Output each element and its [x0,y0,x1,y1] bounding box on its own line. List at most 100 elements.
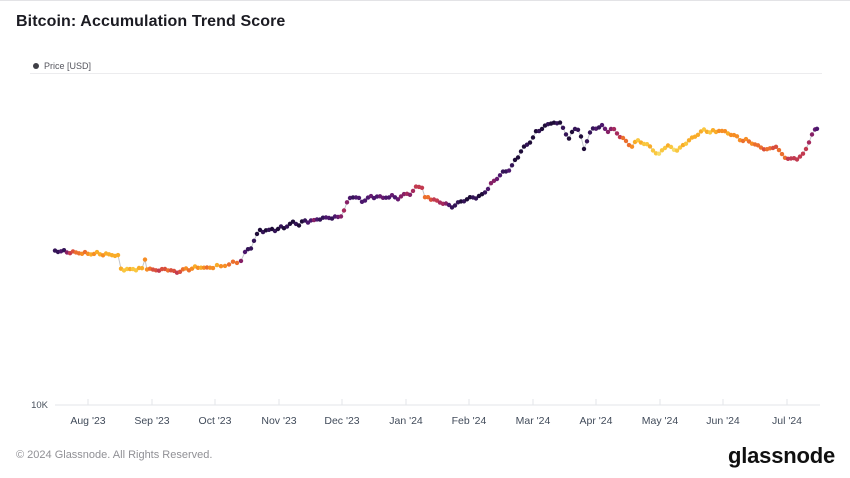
price-dot [668,144,674,150]
price-dot [395,197,401,202]
price-dot [539,126,545,132]
price-dot [611,126,617,132]
price-dot [189,266,195,271]
price-dot [605,129,611,135]
price-dot [275,226,281,232]
chart-title: Bitcoin: Accumulation Trend Score [16,13,286,30]
price-dot [647,144,653,149]
price-dot [695,132,701,137]
price-dot [575,127,581,132]
x-axis-tick-label: Jan '24 [389,415,423,427]
price-dot [506,168,512,173]
x-axis-tick-label: Oct '23 [199,415,232,427]
price-dot [210,265,216,271]
copyright-text: © 2024 Glassnode. All Rights Reserved. [16,449,213,461]
price-dot [344,200,350,205]
legend-price-usd[interactable]: Price [USD] [33,61,91,71]
price-dot [599,122,605,128]
price-dot [142,257,148,262]
price-dot [557,120,563,125]
price-dot [218,264,224,269]
price-dot [743,136,749,142]
price-dot [662,145,668,151]
price-dot [254,231,260,237]
price-dot [755,143,761,148]
x-axis-tick-label: Sep '23 [134,415,169,427]
glassnode-logo: glassnode [727,443,835,468]
price-dot [584,139,590,144]
x-axis-tick-label: May '24 [642,415,679,427]
price-dot [527,140,533,145]
price-dot [596,125,602,130]
price-dot [419,185,425,190]
price-dot [234,260,240,266]
price-connector-line [54,122,818,274]
price-dot [230,259,236,264]
price-dot [338,214,344,219]
price-dot [407,192,413,197]
price-dot [677,145,683,150]
price-dot [226,262,232,267]
plot-top-border [30,73,822,74]
x-axis-tick-label: Dec '23 [324,415,359,427]
price-dot [509,163,515,168]
x-axis-tick-label: Jun '24 [706,415,740,427]
x-axis-tick-label: Apr '24 [580,415,613,427]
price-dot [650,148,656,153]
x-axis: Aug '23 Sep '23 Oct '23 Nov '23 Dec '23 Jan '… [31,399,820,427]
price-dot [482,190,488,195]
price-dot [566,136,572,141]
price-dot [803,146,809,152]
price-dot [398,194,404,199]
price-dot [602,126,608,131]
price-dot [623,138,629,144]
price-dot [497,173,503,178]
price-dot [452,203,458,208]
price-dot [61,248,67,253]
price-dot [115,252,121,258]
price-dot [776,147,782,153]
price-dot [794,157,800,162]
price-dot [251,238,257,243]
price-series[interactable] [52,120,820,275]
price-dot [518,149,524,154]
price-dot [446,202,452,208]
price-dot [362,198,368,203]
x-axis-tick-label: Feb '24 [452,415,487,427]
price-dot [133,268,139,273]
price-dot [177,269,183,274]
price-dot [560,125,566,130]
price-dot [635,138,641,143]
legend-label: Price [USD] [44,61,92,71]
price-dot [614,131,620,136]
price-dot [656,151,662,156]
price-dot [222,263,228,269]
x-axis-tick-label: Mar '24 [516,415,551,427]
price-dot [806,140,812,145]
price-dot [814,126,820,131]
price-dot [563,132,569,137]
legend-dot-icon [33,63,39,69]
price-dot [386,195,392,200]
price-dot [494,176,500,182]
price-dot [341,208,347,213]
price-dot [773,144,779,149]
price-dot [620,135,626,141]
price-dot [515,155,521,160]
price-dot [425,195,431,200]
price-dot [683,141,689,146]
price-dot [587,130,593,135]
price-dot [629,144,635,149]
price-dot [578,134,584,139]
price-dot [530,135,536,140]
price-dot [809,132,815,137]
price-dot [410,188,416,194]
x-axis-tick-label: Jul '24 [772,415,802,427]
price-dot [296,223,302,228]
price-dot [248,246,254,251]
price-dot [242,249,248,255]
price-dot [356,195,362,201]
price-dot [779,151,785,157]
